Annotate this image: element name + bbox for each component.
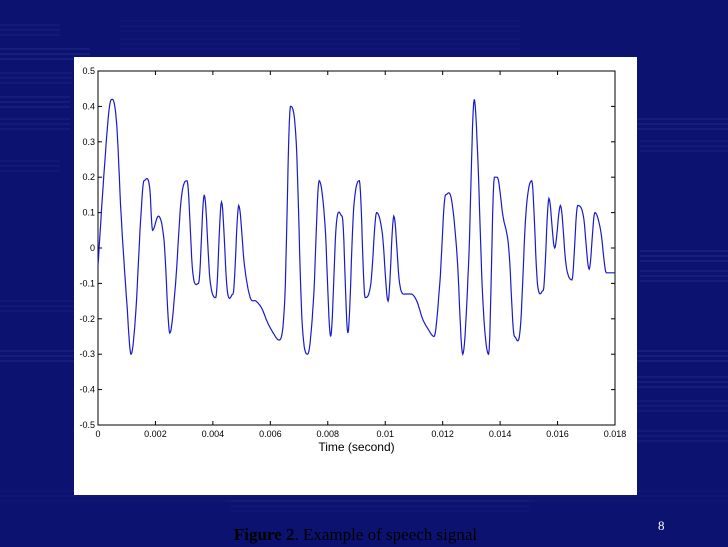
slide-page-number: 8 [658,518,665,533]
background-stripe [0,77,72,79]
x-tick-label: 0 [95,429,100,439]
background-stripe [0,350,74,352]
background-stripe [0,29,60,31]
background-stripe [230,510,530,512]
y-tick-label: -0.5 [79,420,95,430]
speech-signal-line [97,98,615,357]
background-stripe [640,280,728,282]
background-stripe [0,123,70,125]
y-tick-label: 0.5 [82,66,95,76]
x-tick-label: 0.01 [376,429,394,439]
background-stripe [0,24,60,26]
background-stripe [0,170,60,172]
background-stripe [0,128,70,130]
background-stripe [0,96,70,98]
background-stripe [637,410,728,412]
y-tick-label: 0.2 [82,172,95,182]
background-stripe [0,53,90,55]
background-stripe [0,305,74,307]
background-stripe [637,350,728,352]
background-stripe [640,150,728,152]
y-tick-label: 0 [90,243,95,253]
y-tick-label: 0.3 [82,137,95,147]
x-tick-label: 0.018 [604,429,627,439]
background-stripe [640,140,728,142]
background-stripe [637,405,728,407]
speech-signal-chart: 0 0.002 0.004 0.006 0.008 0.01 0.012 0.014 0.016… [79,66,627,454]
background-stripe [0,495,728,497]
background-stripe [0,310,74,312]
background-stripe [637,430,728,432]
y-tick-label: -0.2 [79,314,95,324]
background-stripe [0,48,90,50]
x-tick-label: 0.016 [546,429,569,439]
background-stripe [637,400,728,402]
background-stripe [637,386,728,388]
background-stripe [637,360,728,362]
background-stripe [637,440,728,442]
background-stripe [640,250,728,252]
x-tick-label: 0.002 [144,429,167,439]
figure-panel: 0 0.002 0.004 0.006 0.008 0.01 0.012 0.014 0.016… [74,57,637,544]
background-stripe [0,34,60,36]
background-stripe [637,355,728,357]
x-tick-label: 0.012 [431,429,454,439]
background-stripe [120,20,520,22]
background-stripe [0,360,74,362]
background-stripe [0,355,74,357]
background-stripe [120,38,520,40]
background-stripe [640,260,728,262]
background-stripe [640,270,728,272]
x-tick-label: 0.008 [317,429,340,439]
background-stripe [0,106,70,108]
figure-caption-label: Figure 2 [233,525,295,544]
plot-frame [97,70,616,426]
background-stripe [0,72,72,74]
y-tick-label: 0.4 [82,101,95,111]
background-stripe [640,255,728,257]
background-stripe [620,118,728,120]
background-stripe [640,145,728,147]
background-stripe [637,435,728,437]
background-stripe [620,123,728,125]
background-stripe [120,30,520,32]
background-stripe [230,505,530,507]
background-stripe [0,165,60,167]
background-stripe [0,160,60,162]
background-stripe [0,82,72,84]
background-stripe [0,58,90,60]
x-tick-label: 0.014 [489,429,512,439]
background-stripe [620,128,728,130]
x-tick-label: 0.004 [202,429,225,439]
figure-caption: Figure 2. Example of speech signal [74,525,637,547]
background-stripe [120,48,520,50]
background-stripe [230,500,530,502]
figure-caption-text: . Example of speech signal [294,525,478,544]
y-tick-label: -0.4 [79,385,95,395]
x-axis-label: Time (second) [318,440,394,454]
background-stripe [637,381,728,383]
x-tick-label: 0.006 [259,429,282,439]
background-stripe [0,300,74,302]
background-stripe [120,25,520,27]
background-stripe [120,43,520,45]
background-stripe [640,275,728,277]
background-stripe [0,500,728,502]
y-tick-label: 0.1 [82,208,95,218]
y-tick-label: -0.1 [79,278,95,288]
y-tick-label: -0.3 [79,349,95,359]
background-stripe [637,376,728,378]
background-stripe [0,118,70,120]
background-stripe [0,101,70,103]
